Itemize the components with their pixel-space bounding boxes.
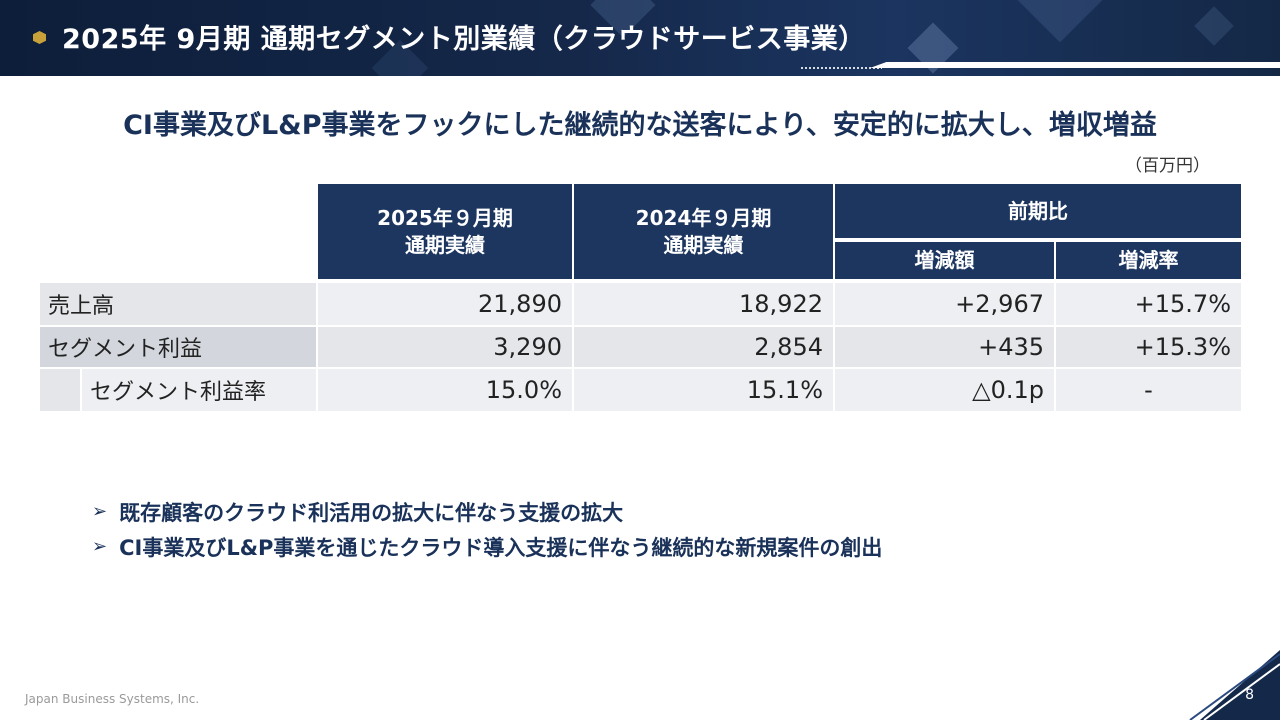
cell-sales-rate: +15.7% (1056, 283, 1241, 325)
decorative-cube (1017, 0, 1103, 43)
cell-sales-fy2024: 18,922 (574, 283, 833, 325)
company-name: Japan Business Systems, Inc. (25, 692, 200, 706)
point-text: CI事業及びL&P事業を通じたクラウド導入支援に伴なう継続的な新規案件の創出 (119, 535, 883, 560)
header-accent-stripe (870, 62, 1280, 68)
cell-margin-change: △0.1p (835, 369, 1054, 411)
column-header-fy2024: 2024年９月期 通期実績 (574, 184, 833, 279)
point-text: 既存顧客のクラウド利活用の拡大に伴なう支援の拡大 (119, 500, 624, 525)
key-points: ➢ 既存顧客のクラウド利活用の拡大に伴なう支援の拡大 ➢ CI事業及びL&P事業… (92, 494, 882, 564)
header-dotted-line (800, 66, 882, 70)
corner-decoration (1189, 650, 1280, 720)
column-header-fy2025-line1: 2025年９月期 (377, 205, 513, 230)
arrow-bullet-icon: ➢ (92, 536, 108, 557)
list-item: ➢ 既存顧客のクラウド利活用の拡大に伴なう支援の拡大 (92, 494, 882, 529)
slide-title: 2025年 9月期 通期セグメント別業績（クラウドサービス事業） (62, 24, 866, 55)
unit-label: （百万円） (1125, 156, 1210, 176)
decorative-cube (1194, 6, 1234, 46)
row-label-sales: 売上高 (40, 283, 316, 325)
cell-margin-rate: - (1056, 369, 1241, 411)
arrow-bullet-icon: ➢ (92, 501, 108, 522)
title-bullet-icon (33, 31, 46, 44)
slide-header: 2025年 9月期 通期セグメント別業績（クラウドサービス事業） (0, 0, 1280, 76)
cell-profit-change: +435 (835, 327, 1054, 367)
cell-sales-change: +2,967 (835, 283, 1054, 325)
column-header-fy2025-line2: 通期実績 (405, 232, 485, 257)
list-item: ➢ CI事業及びL&P事業を通じたクラウド導入支援に伴なう継続的な新規案件の創出 (92, 529, 882, 564)
cell-margin-fy2025: 15.0% (318, 369, 572, 411)
column-header-yoy: 前期比 (835, 184, 1241, 238)
column-header-fy2025: 2025年９月期 通期実績 (318, 184, 572, 279)
column-header-change-rate: 増減率 (1056, 242, 1241, 279)
headline: CI事業及びL&P事業をフックにした継続的な送客により、安定的に拡大し、増収増益 (123, 110, 1157, 141)
row-label-segment-margin: セグメント利益率 (82, 369, 316, 411)
cell-profit-fy2024: 2,854 (574, 327, 833, 367)
column-header-fy2024-line2: 通期実績 (663, 232, 744, 257)
column-header-change-amount: 増減額 (835, 242, 1054, 279)
column-header-fy2024-line1: 2024年９月期 (635, 205, 772, 230)
cell-sales-fy2025: 21,890 (318, 283, 572, 325)
cell-profit-fy2025: 3,290 (318, 327, 572, 367)
results-table: 2025年９月期 通期実績 2024年９月期 通期実績 前期比 増減額 増減率 … (40, 184, 1241, 412)
row-indent-spacer (40, 369, 80, 411)
cell-profit-rate: +15.3% (1056, 327, 1241, 367)
cell-margin-fy2024: 15.1% (574, 369, 833, 411)
row-label-segment-profit: セグメント利益 (40, 327, 316, 367)
page-number: 8 (1245, 687, 1254, 703)
